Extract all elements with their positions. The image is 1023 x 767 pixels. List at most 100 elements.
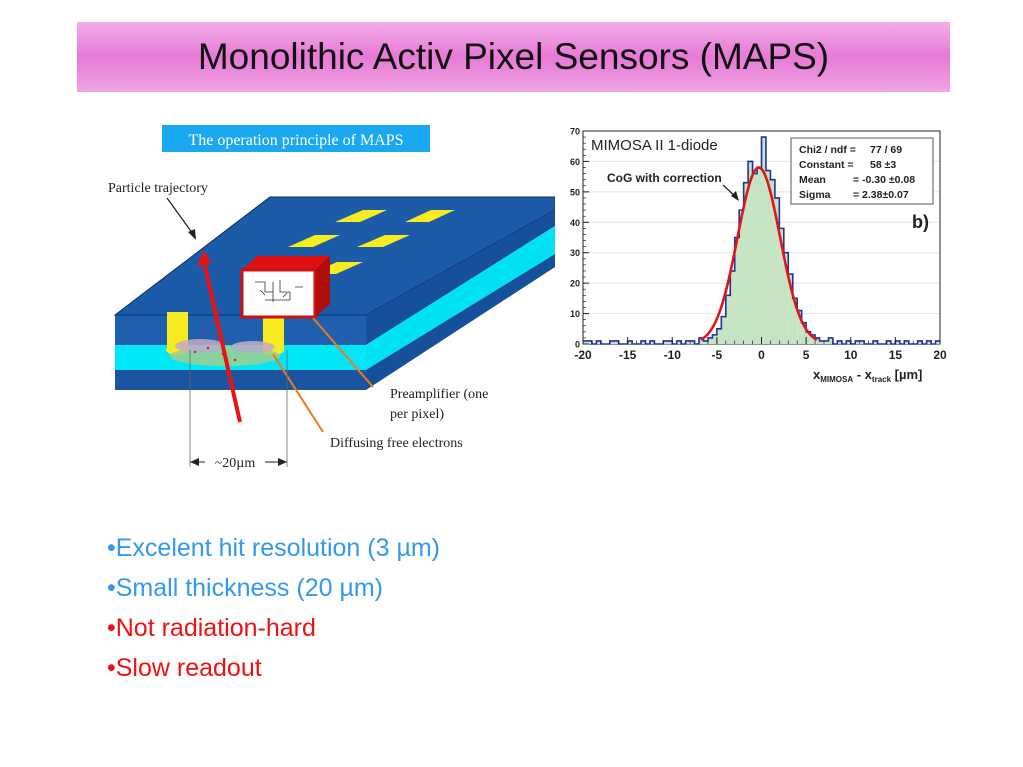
- x-tick-label: -5: [712, 348, 723, 362]
- particle-trajectory: [202, 261, 242, 423]
- sensor-side-epi: [366, 226, 555, 370]
- x-axis-label-main: x: [813, 367, 821, 382]
- x-tick-label: -10: [664, 348, 682, 362]
- histogram-bars: [583, 137, 940, 344]
- histogram-bar: [743, 182, 749, 344]
- histogram-bar: [641, 340, 646, 344]
- histogram-bar: [725, 295, 731, 344]
- histogram-bar: [583, 340, 588, 344]
- x-axis-label: xMIMOSA - xtrack [µm]: [813, 367, 922, 384]
- histogram-bar: [774, 197, 780, 344]
- x-tick-label: 0: [758, 348, 765, 362]
- sensor-side-lower: [366, 254, 555, 390]
- y-tick-label: 70: [570, 127, 580, 137]
- histogram-bar: [663, 340, 668, 344]
- bullet-list: •Excelent hit resolution (3 µm) •Small t…: [107, 528, 440, 688]
- histogram-bar: [748, 161, 753, 344]
- histogram-bar: [676, 340, 682, 344]
- caption-box: [162, 125, 430, 152]
- y-tick-label: 10: [570, 309, 580, 319]
- histogram-bar: [699, 337, 704, 344]
- histogram-bar: [587, 340, 592, 344]
- histogram-bar: [712, 334, 717, 344]
- gaussian-fit-curve: [700, 166, 818, 341]
- histogram-bar: [716, 328, 722, 344]
- histogram-bar: [649, 340, 655, 344]
- histogram-bar: [783, 252, 789, 344]
- preamp-side: [315, 256, 330, 317]
- title-bar: Monolithic Activ Pixel Sensors (MAPS): [77, 22, 950, 92]
- electron-leader: [272, 353, 324, 433]
- histogram-bar: [806, 331, 811, 344]
- y-tick-label: 60: [570, 157, 580, 167]
- stats-label: Mean: [799, 174, 826, 186]
- x-axis-label-sub1: MIMOSA: [820, 375, 853, 384]
- x-axis-ticks: -20 -15 -10 -5 0 5 10 15 20: [574, 337, 947, 362]
- pixel-pad: [335, 210, 387, 222]
- preamp-leader: [312, 317, 374, 388]
- sensor-side-upper: [366, 210, 555, 345]
- histogram-bar: [886, 340, 891, 344]
- stats-row: Constant = 58 ±3: [799, 159, 896, 171]
- pixel-pad: [288, 235, 340, 247]
- stats-value: = 2.38±0.07: [853, 189, 909, 201]
- y-tick-label: 0: [575, 340, 580, 350]
- sensor-front-lower: [115, 370, 366, 390]
- histogram-bar: [810, 334, 816, 344]
- histogram-title: MIMOSA II 1-diode: [591, 137, 718, 154]
- cog-annotation: CoG with correction: [607, 171, 722, 185]
- histogram-bar: [926, 340, 932, 344]
- panel-tag: b): [912, 212, 929, 232]
- histogram-bar: [703, 340, 708, 344]
- histogram-bar: [730, 270, 735, 344]
- stats-label: Constant =: [799, 159, 854, 171]
- trajectory-arrowhead: [197, 250, 211, 266]
- histogram-bar: [855, 340, 860, 344]
- histogram-bar: [757, 167, 762, 344]
- histogram-bar: [823, 340, 829, 344]
- histogram-bar: [765, 170, 771, 344]
- bullet-item: •Slow readout: [107, 654, 262, 682]
- x-axis-label-mid: - x: [853, 367, 873, 382]
- preamp-label-line2: per pixel): [390, 407, 444, 422]
- histogram-bar: [828, 337, 833, 344]
- electrons-label: Diffusing free electrons: [330, 436, 463, 451]
- stats-box: [790, 137, 934, 205]
- histogram-bar: [815, 337, 820, 344]
- diode-left: [167, 312, 188, 350]
- x-tick-label: 20: [933, 348, 947, 362]
- histogram-bar: [690, 340, 695, 344]
- histogram-outline: [583, 136, 940, 345]
- histogram-bar: [859, 340, 865, 344]
- preamp-top: [242, 256, 330, 270]
- histogram-bar: [770, 179, 775, 344]
- pixel-pad: [357, 235, 410, 247]
- histogram-bar: [837, 340, 842, 344]
- pitch-label: ~20µm: [215, 456, 256, 471]
- stats-value: 77 / 69: [870, 144, 902, 156]
- x-axis-label-unit: [µm]: [891, 367, 922, 382]
- stats-value: = -0.30 ±0.08: [853, 174, 915, 186]
- preamp-front: [240, 268, 317, 319]
- histogram-bar: [904, 340, 909, 344]
- y-tick-label: 40: [570, 218, 580, 228]
- histogram-bar: [739, 210, 744, 344]
- bullet-item: •Not radiation-hard: [107, 614, 316, 642]
- x-tick-label: 15: [889, 348, 903, 362]
- stats-value: 58 ±3: [870, 159, 896, 171]
- histogram-bar: [614, 340, 619, 344]
- x-tick-label: 10: [844, 348, 858, 362]
- stats-row: Chi2 / ndf = 77 / 69: [799, 144, 902, 156]
- x-axis-label-sub2: track: [872, 375, 892, 384]
- pixel-pad: [405, 210, 455, 222]
- histogram-bar: [707, 337, 713, 344]
- histogram-bar: [788, 274, 793, 344]
- histogram-bar: [609, 340, 615, 344]
- y-tick-label: 30: [570, 248, 580, 258]
- preamp-label-line1: Preamplifier (one: [390, 387, 488, 402]
- particle-label: Particle trajectory: [108, 181, 208, 196]
- histogram-bar: [873, 340, 878, 344]
- histogram-bar: [779, 228, 784, 344]
- histogram-bar: [734, 237, 740, 344]
- diode-right: [263, 312, 284, 350]
